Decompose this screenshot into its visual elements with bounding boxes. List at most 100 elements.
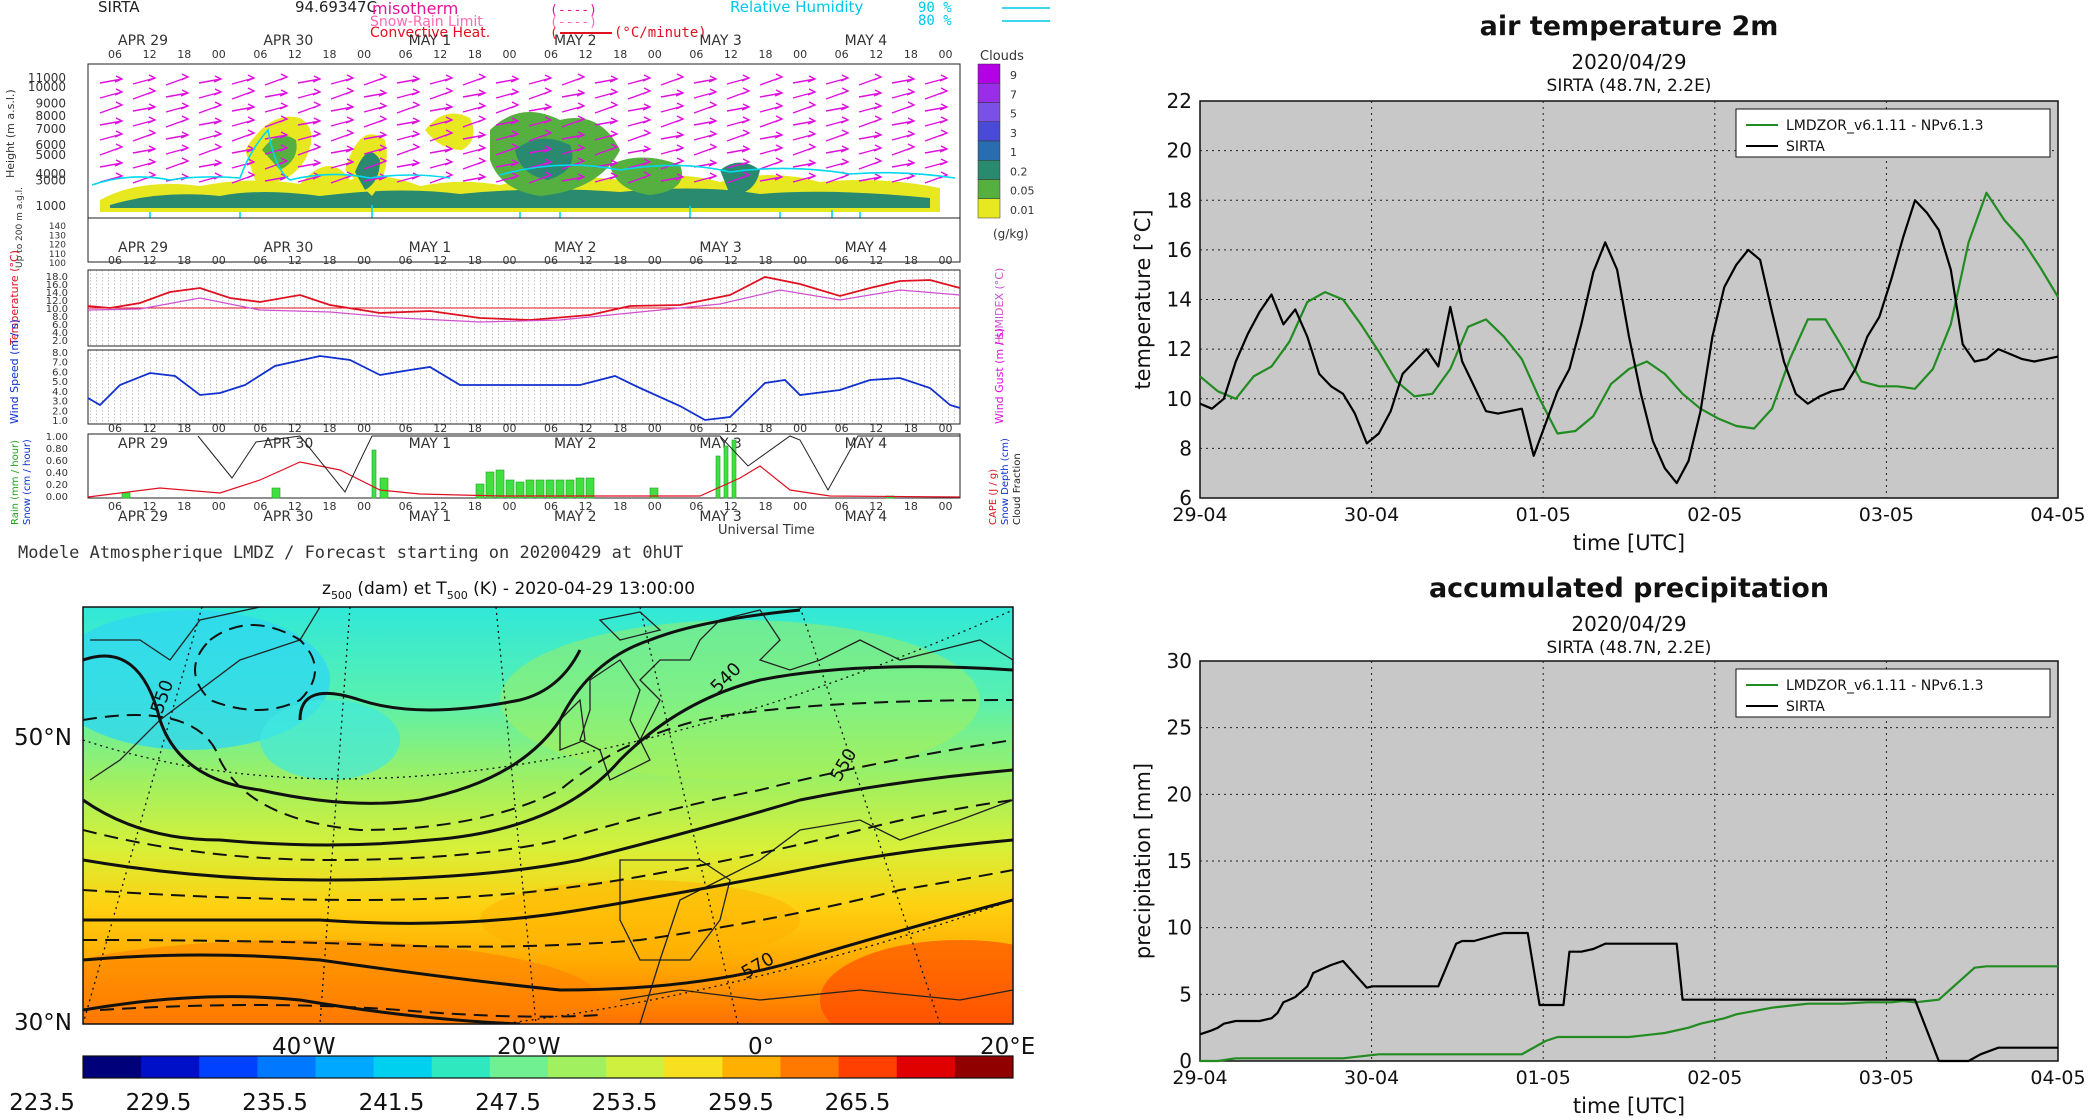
wind-arrow	[495, 159, 520, 168]
chart-subtitle: 2020/04/29	[1571, 612, 1686, 636]
coastline-british-isles	[579, 659, 651, 781]
wind-arrow	[693, 172, 718, 183]
wind-arrow	[891, 75, 916, 84]
wind-arrow	[627, 116, 652, 127]
wind-arrow	[825, 129, 850, 142]
map-colorbar	[82, 1055, 1014, 1079]
wind-arrow	[132, 129, 157, 142]
wind-arrow	[231, 74, 256, 85]
colorbar-swatch	[83, 1056, 142, 1078]
axis-tick-label: 120	[49, 241, 66, 251]
legend-rh-80: 80 %	[918, 13, 952, 29]
colorbar-swatch	[199, 1056, 258, 1078]
meteogram: SIRTA 94.69347C misotherm Snow-Rain Limi…	[4, 0, 1050, 563]
wind-arrow	[99, 143, 124, 156]
wind-arrow	[528, 116, 553, 127]
wind-arrow	[165, 157, 190, 170]
wind-arrow	[924, 74, 949, 85]
hour-label: 06	[544, 48, 558, 61]
wind-arrow	[891, 88, 916, 99]
wind-arrow	[198, 130, 223, 141]
wind-arrow	[693, 101, 718, 114]
wind-arrow	[396, 88, 421, 99]
map-title: z500 (dam) et T500 (K) - 2020-04-29 13:0…	[322, 579, 695, 602]
axis-tick-label: 2.0	[52, 336, 68, 347]
axis-tick-label: 16.0	[46, 280, 68, 291]
wind-arrow	[231, 171, 256, 184]
hour-label: 06	[689, 422, 703, 435]
hour-label: 06	[399, 422, 413, 435]
low-level-panel	[87, 217, 961, 263]
axis-tick-label: 0.60	[46, 456, 68, 467]
wind-arrow	[825, 158, 850, 169]
wind-arrow	[825, 103, 850, 112]
wind-arrow	[396, 75, 421, 84]
y-tick-label: 15	[1167, 849, 1192, 873]
hour-label: 06	[108, 254, 122, 267]
legend-entry: SIRTA	[1786, 139, 1825, 155]
wind-arrow	[165, 115, 190, 128]
axis-tick-label: 10.0	[46, 304, 68, 315]
hour-label: 18	[468, 500, 482, 513]
wind-arrow	[264, 115, 289, 128]
lat-label-50n: 50°N	[14, 725, 72, 751]
wind-arrow	[891, 159, 916, 168]
hour-label: 18	[323, 254, 337, 267]
wind-arrow	[528, 74, 553, 85]
map-frame	[82, 606, 1014, 1025]
hour-label: 00	[357, 422, 371, 435]
hour-label: 12	[143, 422, 157, 435]
hour-label: 12	[724, 422, 738, 435]
height-axis-label: Height (m a.s.l.)	[4, 89, 17, 178]
hour-label: 00	[648, 422, 662, 435]
hour-label: 18	[904, 500, 918, 513]
day-label: MAY 2	[554, 33, 596, 49]
y-tick-label: 10	[1167, 916, 1192, 940]
universal-time-label: Universal Time	[718, 523, 815, 538]
colorbar-tick-label: 265.5	[825, 1090, 891, 1116]
wind-arrow	[495, 117, 520, 126]
hour-label: 12	[724, 254, 738, 267]
wind-arrow	[825, 87, 850, 100]
wind-arrow	[792, 101, 817, 114]
hour-label: 06	[835, 254, 849, 267]
wind-arrow	[726, 87, 751, 100]
wind-arrow	[330, 74, 355, 85]
y-tick-label: 16	[1167, 238, 1192, 262]
day-label: MAY 1	[409, 436, 451, 452]
wind-arrow	[726, 158, 751, 169]
wind-arrow	[792, 130, 817, 141]
wind-arrow	[297, 143, 322, 156]
wind-arrow	[660, 173, 685, 182]
coastline-europe	[619, 609, 1013, 1024]
wind-arrow	[561, 102, 586, 113]
hour-label: 00	[502, 500, 516, 513]
colorbar-swatch	[141, 1056, 200, 1078]
hour-label: 12	[869, 48, 883, 61]
wind-arrow	[396, 117, 421, 126]
humidex-line	[87, 289, 961, 323]
colorbar-tick-label: 235.5	[242, 1090, 308, 1116]
wind-arrow	[693, 75, 718, 84]
wind-arrow	[231, 87, 256, 100]
legend-convective-unit: (°C/minute)	[614, 25, 707, 41]
coastline-greenland	[89, 607, 321, 781]
wind-arrow	[429, 87, 454, 100]
wind-arrow	[561, 131, 586, 140]
colorbar-tick-label: 253.5	[592, 1090, 658, 1116]
wind-arrow	[396, 130, 421, 141]
wind-arrow	[528, 171, 553, 184]
wind-arrow	[330, 145, 355, 154]
wind-arrow	[198, 75, 223, 84]
wind-arrow	[594, 172, 619, 183]
cloud-fraction-line	[197, 435, 960, 493]
axis-tick-label: 7000	[35, 122, 66, 136]
axis-tick-label: 1000	[35, 199, 66, 213]
wind-arrow	[627, 171, 652, 184]
y-tick-label: 0	[1179, 1049, 1192, 1073]
x-tick-label: 30-04	[1344, 504, 1399, 526]
hour-label: 00	[212, 500, 226, 513]
